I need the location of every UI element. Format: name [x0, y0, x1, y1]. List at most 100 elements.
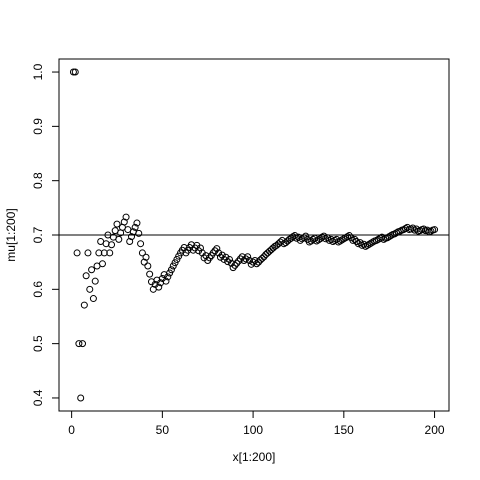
point [360, 240, 368, 248]
point [387, 232, 395, 240]
point [338, 236, 346, 244]
y-tick-label: 0.4 [31, 389, 45, 406]
point [80, 301, 88, 309]
point [329, 238, 337, 246]
point [327, 235, 335, 243]
point [142, 253, 150, 261]
point [227, 259, 235, 267]
point [309, 235, 317, 243]
point [276, 238, 284, 246]
point [167, 266, 175, 274]
point [378, 233, 386, 241]
point [427, 227, 435, 235]
point [233, 259, 241, 267]
point [164, 273, 172, 281]
point [196, 244, 204, 252]
point [202, 252, 210, 260]
point [363, 241, 371, 249]
point [226, 255, 234, 263]
point [265, 247, 273, 255]
point [258, 254, 266, 262]
point [144, 262, 152, 270]
point [244, 253, 252, 261]
point [189, 246, 197, 254]
point [69, 68, 77, 76]
point [211, 247, 219, 255]
x-tick-label: 100 [243, 423, 263, 437]
point [137, 240, 145, 248]
point [293, 234, 301, 242]
point [138, 249, 146, 257]
y-tick-label: 0.7 [31, 226, 45, 243]
point [73, 249, 81, 257]
point [372, 236, 380, 244]
point [247, 260, 255, 268]
point [260, 253, 268, 261]
point [122, 213, 130, 221]
point [155, 283, 163, 291]
point [383, 234, 391, 242]
point [113, 220, 121, 228]
point [416, 227, 424, 235]
point [106, 249, 114, 257]
point [411, 226, 419, 234]
point [343, 233, 351, 241]
point [376, 234, 384, 242]
point [236, 255, 244, 263]
point [86, 285, 94, 293]
point [403, 223, 411, 231]
point [313, 237, 321, 245]
point [334, 238, 342, 246]
point [322, 235, 330, 243]
point [231, 261, 239, 269]
point [400, 226, 408, 234]
point [420, 225, 428, 233]
point [391, 230, 399, 238]
point [98, 260, 106, 268]
point [79, 340, 87, 348]
point [396, 227, 404, 235]
y-tick-label: 0.6 [31, 281, 45, 298]
point [146, 270, 154, 278]
point [354, 240, 362, 248]
point [365, 240, 373, 248]
point [253, 260, 261, 268]
point [220, 255, 228, 263]
point [412, 225, 420, 233]
point [249, 258, 257, 266]
point [88, 266, 96, 274]
point [71, 68, 79, 76]
point [135, 229, 143, 237]
y-tick-label: 0.5 [31, 335, 45, 352]
point [369, 238, 377, 246]
point [128, 233, 136, 241]
point [385, 233, 393, 241]
point [353, 238, 361, 246]
y-tick-label: 1.0 [31, 63, 45, 80]
point [126, 238, 134, 246]
point [407, 225, 415, 233]
point [229, 264, 237, 272]
point [264, 249, 272, 257]
point [431, 226, 439, 234]
point [95, 249, 103, 257]
point [89, 295, 97, 303]
point [131, 223, 139, 231]
point [358, 241, 366, 249]
point [91, 277, 99, 285]
point [108, 241, 116, 249]
y-tick-label: 0.9 [31, 118, 45, 135]
x-tick-label: 50 [156, 423, 170, 437]
point [289, 233, 297, 241]
point [216, 253, 224, 261]
point [206, 254, 214, 262]
point [140, 258, 148, 266]
point [240, 257, 248, 265]
x-tick-label: 150 [334, 423, 354, 437]
point [84, 249, 92, 257]
point [75, 340, 83, 348]
x-tick-label: 0 [68, 423, 75, 437]
point [345, 232, 353, 240]
